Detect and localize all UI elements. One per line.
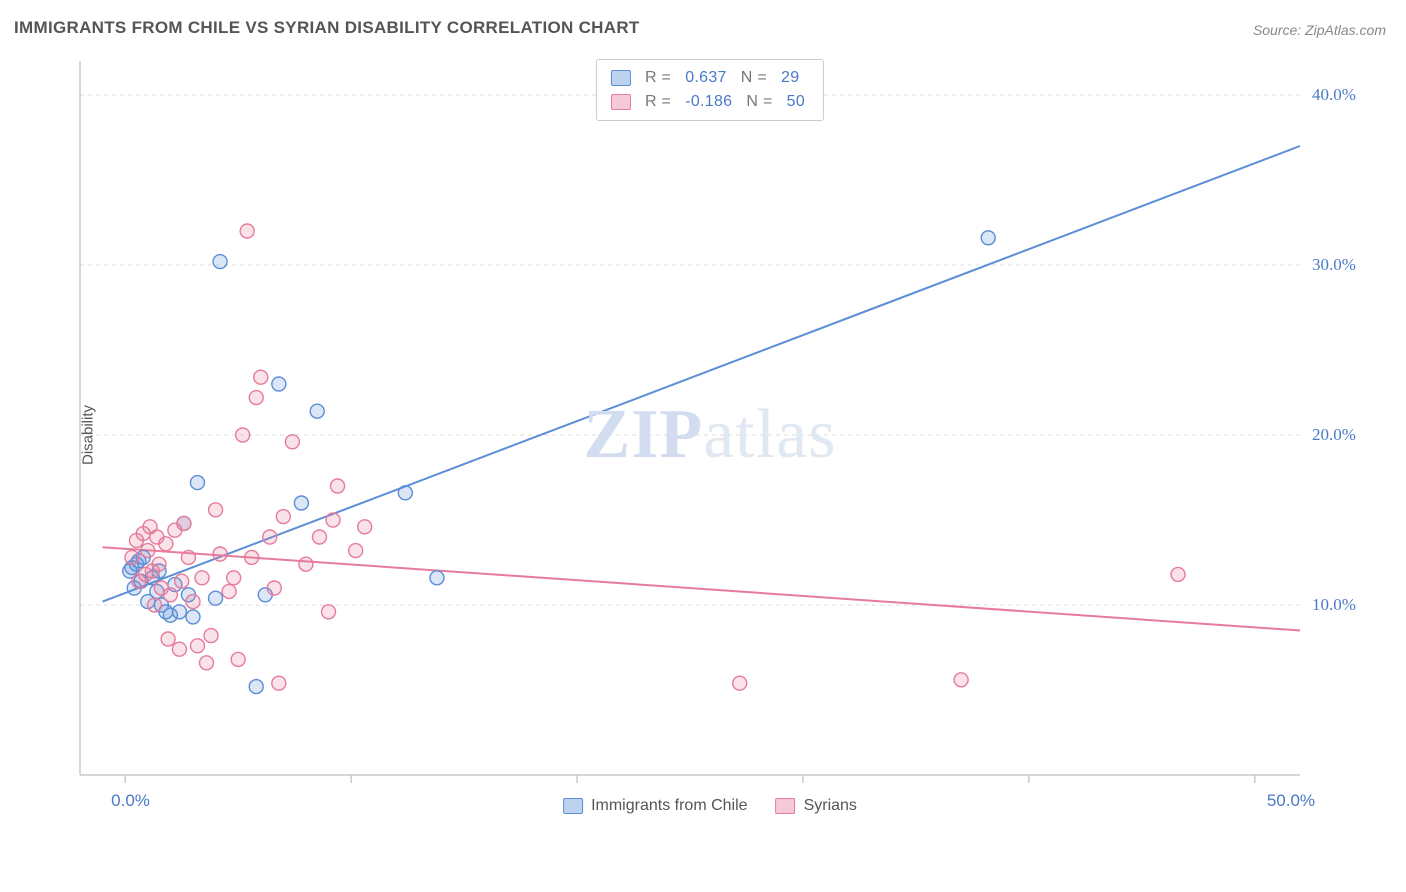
- legend-n-value-chile: 29: [781, 69, 799, 87]
- legend-stats-row-syrian: R = -0.186 N = 50: [611, 90, 805, 114]
- svg-text:40.0%: 40.0%: [1312, 85, 1356, 104]
- legend-swatch-chile: [611, 70, 631, 86]
- legend-r-label: R =: [645, 69, 671, 87]
- plot-area: Disability 10.0%20.0%30.0%40.0% ZIPatlas…: [50, 55, 1370, 815]
- legend-swatch-syrian: [776, 798, 796, 814]
- x-axis-max-label: 50.0%: [1267, 791, 1315, 811]
- legend-series-label: Immigrants from Chile: [591, 797, 747, 814]
- legend-n-label: N =: [746, 93, 772, 111]
- scatter-chart: 10.0% 20.0% 30.0% 40.0%: [50, 55, 1370, 815]
- legend-r-value-syrian: -0.186: [685, 93, 732, 111]
- chart-title: IMMIGRANTS FROM CHILE VS SYRIAN DISABILI…: [14, 18, 640, 38]
- legend-n-value-syrian: 50: [787, 93, 805, 111]
- source-attribution: Source: ZipAtlas.com: [1253, 22, 1386, 38]
- legend-stats-row-chile: R = 0.637 N = 29: [611, 66, 805, 90]
- legend-series-label: Syrians: [804, 797, 857, 814]
- legend-n-label: N =: [741, 69, 767, 87]
- svg-text:20.0%: 20.0%: [1312, 425, 1356, 444]
- legend-r-value-chile: 0.637: [685, 69, 727, 87]
- legend-r-label: R =: [645, 93, 671, 111]
- svg-text:10.0%: 10.0%: [1312, 595, 1356, 614]
- legend-series: Immigrants from Chile Syrians: [563, 797, 857, 815]
- x-axis-min-label: 0.0%: [111, 791, 150, 811]
- chart-container: IMMIGRANTS FROM CHILE VS SYRIAN DISABILI…: [0, 0, 1406, 892]
- legend-series-syrian: Syrians: [776, 797, 857, 815]
- svg-text:30.0%: 30.0%: [1312, 255, 1356, 274]
- legend-stats: R = 0.637 N = 29 R = -0.186 N = 50: [596, 59, 824, 121]
- y-axis-label: Disability: [80, 405, 97, 465]
- legend-swatch-chile: [563, 798, 583, 814]
- legend-swatch-syrian: [611, 94, 631, 110]
- legend-series-chile: Immigrants from Chile: [563, 797, 747, 815]
